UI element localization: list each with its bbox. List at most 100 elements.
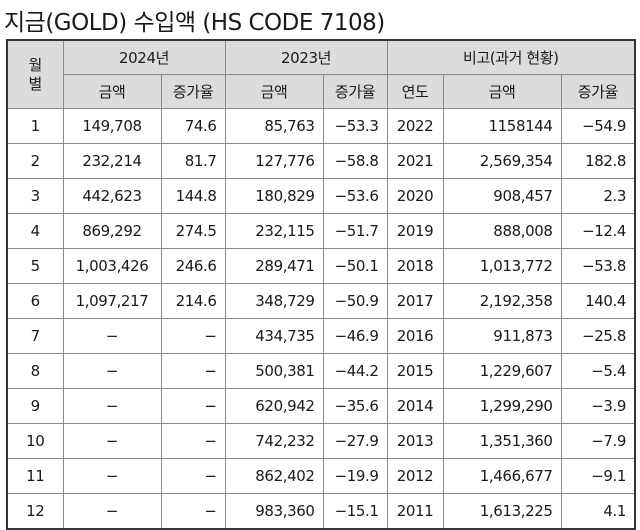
amount-2024-cell: − [62, 423, 162, 459]
header-amount-2023: 금액 [224, 74, 324, 109]
amount-2023-cell: 620,942 [224, 388, 324, 424]
header-growth-2023: 증가율 [322, 74, 388, 109]
table-row: 4 869,292 274.5 232,115 −51.7 2019 888,008 −12.… [6, 213, 636, 249]
growth-2024-cell: − [160, 458, 226, 494]
growth-past-cell: −3.9 [560, 388, 636, 424]
month-cell: 8 [6, 353, 64, 389]
month-cell: 9 [6, 388, 64, 424]
amount-past-cell: 1,013,772 [442, 248, 562, 284]
table-header: 월 별 2024년 2023년 비고(과거 현황) 금액 증가율 금액 증가율 … [6, 39, 636, 109]
amount-past-cell: 1,299,290 [442, 388, 562, 424]
year-cell: 2011 [386, 493, 444, 530]
amount-2024-cell: 1,097,217 [62, 283, 162, 319]
month-cell: 6 [6, 283, 64, 319]
year-cell: 2021 [386, 143, 444, 179]
amount-2024-cell: − [62, 353, 162, 389]
growth-past-cell: 4.1 [560, 493, 636, 530]
growth-2023-cell: −50.9 [322, 283, 388, 319]
amount-2023-cell: 289,471 [224, 248, 324, 284]
year-cell: 2014 [386, 388, 444, 424]
growth-2023-cell: −53.6 [322, 178, 388, 214]
month-cell: 2 [6, 143, 64, 179]
month-cell: 12 [6, 493, 64, 530]
table-row: 3 442,623 144.8 180,829 −53.6 2020 908,457 2.3 [6, 178, 636, 214]
amount-2023-cell: 500,381 [224, 353, 324, 389]
header-comparison: 비고(과거 현황) [386, 39, 636, 75]
table-row: 1 149,708 74.6 85,763 −53.3 2022 1158144 −54.9 [6, 108, 636, 144]
amount-past-cell: 2,192,358 [442, 283, 562, 319]
year-cell: 2016 [386, 318, 444, 354]
amount-2023-cell: 127,776 [224, 143, 324, 179]
table-row: 5 1,003,426 246.6 289,471 −50.1 2018 1,013,772… [6, 248, 636, 284]
growth-2023-cell: −15.1 [322, 493, 388, 530]
growth-2024-cell: − [160, 388, 226, 424]
growth-past-cell: −12.4 [560, 213, 636, 249]
header-growth-2024: 증가율 [160, 74, 226, 109]
growth-2024-cell: − [160, 318, 226, 354]
growth-2023-cell: −35.6 [322, 388, 388, 424]
month-cell: 11 [6, 458, 64, 494]
year-cell: 2018 [386, 248, 444, 284]
year-cell: 2012 [386, 458, 444, 494]
year-cell: 2022 [386, 108, 444, 144]
growth-past-cell: −9.1 [560, 458, 636, 494]
table-row: 2 232,214 81.7 127,776 −58.8 2021 2,569,354 182… [6, 143, 636, 179]
table-row: 6 1,097,217 214.6 348,729 −50.9 2017 2,192,358… [6, 283, 636, 319]
year-cell: 2015 [386, 353, 444, 389]
table-body: 1 149,708 74.6 85,763 −53.3 2022 1158144 −54.9 2… [6, 108, 636, 530]
growth-past-cell: −7.9 [560, 423, 636, 459]
table-row: 7− −434,735 −46.9 2016 911,873 −25.8 [6, 318, 636, 354]
amount-2023-cell: 434,735 [224, 318, 324, 354]
amount-2023-cell: 85,763 [224, 108, 324, 144]
growth-2024-cell: 274.5 [160, 213, 226, 249]
gold-import-table: 월 별 2024년 2023년 비고(과거 현황) 금액 증가율 금액 증가율 … [6, 39, 637, 530]
amount-past-cell: 1,351,360 [442, 423, 562, 459]
amount-2023-cell: 180,829 [224, 178, 324, 214]
month-header: 월 별 [6, 39, 64, 109]
growth-past-cell: −53.8 [560, 248, 636, 284]
amount-2024-cell: 442,623 [62, 178, 162, 214]
amount-2024-cell: − [62, 458, 162, 494]
amount-past-cell: 911,873 [442, 318, 562, 354]
table-row: 8− −500,381 −44.2 2015 1,229,607 −5.4 [6, 353, 636, 389]
growth-past-cell: 182.8 [560, 143, 636, 179]
growth-2023-cell: −50.1 [322, 248, 388, 284]
header-growth-past: 증가율 [560, 74, 636, 109]
growth-2024-cell: − [160, 493, 226, 530]
growth-2024-cell: − [160, 353, 226, 389]
growth-2023-cell: −53.3 [322, 108, 388, 144]
growth-2024-cell: 74.6 [160, 108, 226, 144]
amount-2023-cell: 232,115 [224, 213, 324, 249]
amount-past-cell: 1158144 [442, 108, 562, 144]
amount-2024-cell: − [62, 493, 162, 530]
amount-past-cell: 908,457 [442, 178, 562, 214]
month-cell: 1 [6, 108, 64, 144]
amount-2023-cell: 348,729 [224, 283, 324, 319]
growth-past-cell: 2.3 [560, 178, 636, 214]
page-title: 지금(GOLD) 수입액 (HS CODE 7108) [4, 10, 385, 36]
growth-2023-cell: −46.9 [322, 318, 388, 354]
growth-2024-cell: 246.6 [160, 248, 226, 284]
growth-2024-cell: 81.7 [160, 143, 226, 179]
header-year: 연도 [386, 74, 444, 109]
header-amount-2024: 금액 [62, 74, 162, 109]
header-2023: 2023년 [224, 39, 388, 75]
amount-2023-cell: 742,232 [224, 423, 324, 459]
amount-past-cell: 1,613,225 [442, 493, 562, 530]
year-cell: 2019 [386, 213, 444, 249]
amount-2024-cell: − [62, 388, 162, 424]
growth-past-cell: −25.8 [560, 318, 636, 354]
growth-2023-cell: −58.8 [322, 143, 388, 179]
year-cell: 2017 [386, 283, 444, 319]
amount-2024-cell: 149,708 [62, 108, 162, 144]
table-row: 12− −983,360 −15.1 2011 1,613,225 4.1 [6, 493, 636, 530]
amount-2024-cell: − [62, 318, 162, 354]
month-cell: 10 [6, 423, 64, 459]
growth-2023-cell: −19.9 [322, 458, 388, 494]
month-cell: 4 [6, 213, 64, 249]
month-cell: 3 [6, 178, 64, 214]
month-cell: 7 [6, 318, 64, 354]
growth-past-cell: −5.4 [560, 353, 636, 389]
amount-past-cell: 2,569,354 [442, 143, 562, 179]
growth-2023-cell: −27.9 [322, 423, 388, 459]
